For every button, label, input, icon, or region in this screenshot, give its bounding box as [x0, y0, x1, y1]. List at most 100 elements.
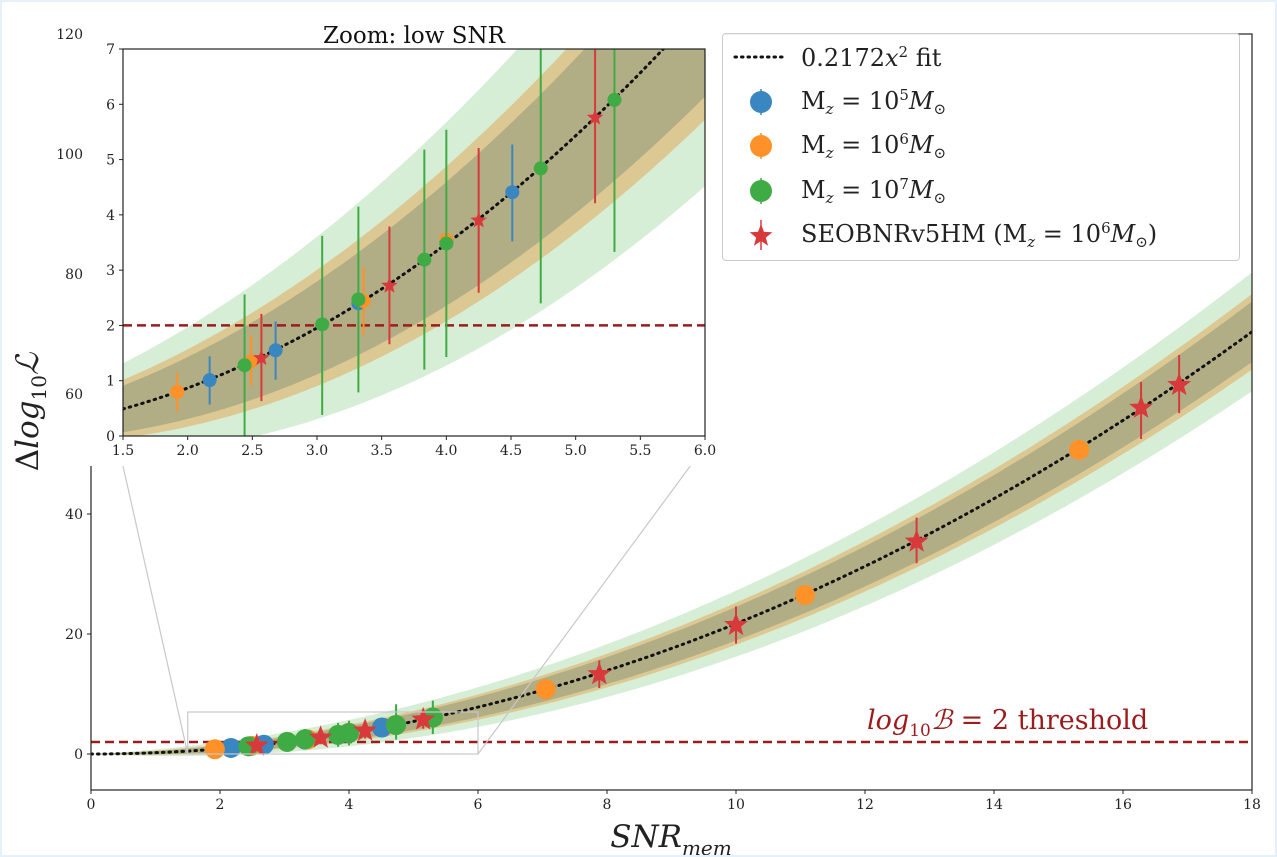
- inset-confidence-band-2: [123, 49, 705, 433]
- main-circle-marker: [1069, 439, 1090, 460]
- inset-xtick-label: 6.0: [694, 443, 716, 459]
- main-point-seob: [1167, 355, 1191, 414]
- main-star-marker: [1167, 372, 1191, 396]
- main-star-marker: [904, 529, 929, 552]
- main-plot-area: [91, 272, 1252, 760]
- inset-point-m5: [268, 321, 283, 380]
- y-axis-label-script: ℒ: [10, 352, 46, 375]
- main-ytick-label: 100: [56, 147, 83, 163]
- inset-point-m5: [505, 144, 520, 242]
- inset-xtick-label: 4.5: [500, 443, 522, 459]
- main-xtick-label: 2: [216, 797, 225, 813]
- main-point-m5: [220, 737, 241, 758]
- legend-label-part: fit: [908, 43, 942, 72]
- legend-label-part: M: [1110, 220, 1136, 248]
- main-point-seob: [308, 725, 333, 748]
- main-star-marker: [724, 612, 748, 636]
- legend-label-part: ): [1147, 220, 1158, 248]
- inset-point-seob: [381, 226, 398, 345]
- x-axis-label-base: SNR: [610, 819, 682, 855]
- main-point-seob: [244, 733, 269, 756]
- inset-point-m6: [170, 372, 185, 412]
- inset-star-marker: [253, 349, 270, 366]
- legend-label-part: 6: [899, 130, 909, 148]
- inset-ytick-label: 3: [106, 263, 115, 279]
- legend-label-part: M: [801, 131, 826, 159]
- legend-label-part: z: [825, 188, 834, 207]
- legend-label-part: z: [825, 99, 834, 118]
- legend-label: 0.2172x2 fit: [801, 43, 941, 72]
- main-circle-marker: [220, 737, 241, 758]
- legend-label-part: 5: [899, 85, 909, 104]
- legend-marker-circle: [723, 83, 801, 121]
- main-star-marker: [411, 706, 436, 730]
- inset-fit-line: [123, 49, 666, 411]
- inset-star-marker: [381, 276, 398, 293]
- y-axis-label-log: log: [10, 400, 46, 448]
- legend-label-part: z: [1027, 233, 1036, 251]
- legend-entry: Mz = 105M⊙: [723, 83, 946, 121]
- main-circle-marker: [535, 679, 556, 700]
- main-circle-marker: [204, 739, 225, 760]
- inset-xtick-label: 4.0: [435, 443, 457, 459]
- inset-plot-area: [123, 49, 705, 436]
- legend-label: Mz = 107M⊙: [801, 175, 946, 207]
- legend-label-part: x: [884, 43, 899, 72]
- inset-point-m7: [417, 149, 432, 370]
- main-circle-marker: [339, 723, 359, 744]
- legend: 0.2172x2 fit Mz = 105M⊙ Mz = 106M⊙ Mz = 107…: [722, 33, 1240, 261]
- legend-label: Mz = 106M⊙: [801, 130, 946, 162]
- legend-label-part: M: [801, 86, 826, 115]
- main-ytick-label: 80: [65, 267, 83, 283]
- main-ytick-label: 60: [65, 387, 83, 403]
- main-ytick-label: 120: [56, 27, 83, 43]
- main-xtick-label: 8: [603, 797, 612, 813]
- inset-ytick-label: 5: [106, 153, 115, 169]
- main-point-m6: [204, 739, 225, 760]
- main-xtick-label: 10: [727, 797, 745, 813]
- legend-label: Mz = 105M⊙: [801, 86, 946, 118]
- inset-ytick-label: 6: [106, 97, 115, 113]
- main-xtick-label: 6: [474, 797, 483, 813]
- legend-marker-circle: [723, 172, 801, 210]
- legend-label-part: ⊙: [933, 144, 947, 162]
- zoom-connector-right: [477, 445, 706, 755]
- inset-xtick-label: 2.0: [177, 443, 199, 459]
- inset-circle-marker: [505, 185, 520, 200]
- inset-circle-marker: [351, 292, 366, 307]
- legend-entry: SEOBNRv5HM (Mz = 106M⊙): [723, 216, 1157, 254]
- inset-xtick-label: 2.5: [241, 443, 263, 459]
- legend-label-part: M: [908, 86, 934, 115]
- main-ytick-label: 20: [65, 627, 83, 643]
- legend-label-part: = 10: [833, 131, 900, 159]
- main-xtick-label: 14: [985, 797, 1003, 813]
- main-point-m6: [535, 679, 556, 700]
- inset-title: Zoom: low SNR: [323, 23, 506, 49]
- legend-label-part: z: [825, 144, 834, 162]
- main-ytick-label: 40: [65, 507, 83, 523]
- main-star-marker: [587, 661, 612, 685]
- inset-xtick-label: 5.0: [565, 443, 587, 459]
- main-point-m6: [795, 585, 816, 605]
- threshold-label-script: ℬ: [931, 705, 954, 736]
- main-point-m7: [386, 704, 407, 740]
- inset-ytick-label: 4: [106, 208, 115, 224]
- x-axis-label: SNRmem: [610, 819, 731, 855]
- legend-label-part: = 10: [1035, 220, 1102, 248]
- inset-xtick-label: 5.5: [629, 443, 651, 459]
- main-circle-marker: [295, 729, 316, 750]
- y-axis-label: Δlog10ℒ: [10, 352, 51, 471]
- main-star-marker: [1129, 395, 1153, 418]
- inset-ytick-label: 7: [106, 42, 115, 58]
- legend-label-part: = 10: [833, 175, 900, 204]
- legend-entry: Mz = 107M⊙: [723, 172, 946, 210]
- main-point-seob: [904, 517, 929, 564]
- main-xtick-label: 12: [856, 797, 874, 813]
- zoom-region-box: [187, 711, 479, 755]
- legend-label-part: M: [908, 175, 934, 204]
- main-circle-marker: [386, 714, 407, 735]
- main-point-seob: [353, 718, 377, 741]
- main-point-seob: [724, 606, 748, 644]
